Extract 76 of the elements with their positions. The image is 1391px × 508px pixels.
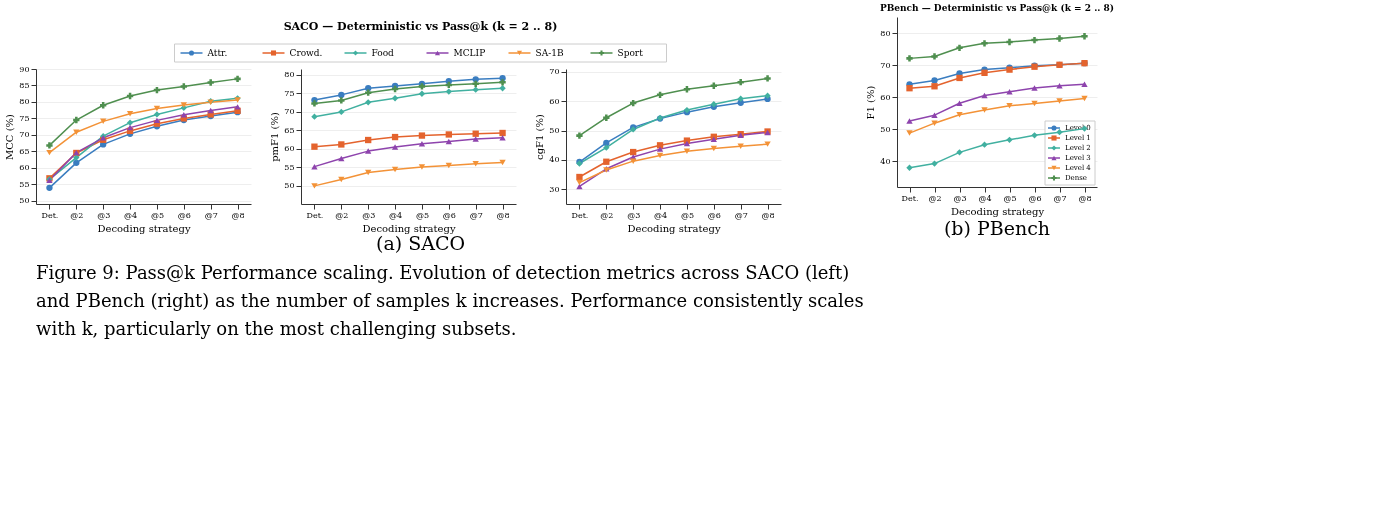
x-tick-label: @3 [362, 210, 376, 220]
y-axis-title: cgF1 (%) [534, 114, 546, 160]
y-tick-label: 80 [880, 28, 891, 38]
y-tick-label: 80 [19, 97, 30, 107]
legend-label: MCLIP [453, 48, 486, 58]
x-tick-label: @5 [415, 210, 429, 220]
x-tick-label: @7 [204, 210, 218, 220]
x-tick-label: @8 [231, 210, 245, 220]
x-tick-label: @2 [928, 193, 942, 203]
text: (b) PBench [943, 217, 1051, 239]
x-tick-label: @6 [177, 210, 191, 220]
y-axis-title: pmF1 (%) [269, 112, 281, 162]
x-tick-label: Det. [41, 210, 59, 220]
y-tick-label: 90 [19, 64, 30, 74]
y-tick-label: 75 [284, 88, 295, 98]
x-tick-label: @3 [953, 193, 967, 203]
legend-label: Sport [617, 48, 644, 58]
x-tick-label: @5 [1003, 193, 1017, 203]
x-tick-label: Det. [571, 210, 589, 220]
y-tick-label: 40 [549, 155, 560, 165]
x-tick-label: @7 [1053, 193, 1067, 203]
y-tick-label: 65 [19, 146, 30, 156]
y-tick-label: 65 [284, 125, 295, 135]
x-tick-label: @4 [978, 193, 992, 203]
caption: Figure 9: Pass@k Performance scaling. Evolution of detection metrics across SACO (left) and PBench (right) as the number of samples k increases. Performance consistently scales with k, particularly on the most challenging subsets. [36, 262, 864, 339]
legend-label: Attr. [206, 48, 228, 58]
x-axis-title: Decoding strategy [362, 222, 456, 234]
y-tick-label: 50 [880, 124, 891, 134]
x-tick-label: @7 [469, 210, 483, 220]
x-tick-label: Det. [306, 210, 324, 220]
x-tick-label: @6 [442, 210, 456, 220]
y-tick-label: 50 [19, 196, 30, 206]
x-tick-label: @2 [70, 210, 84, 220]
y-tick-label: 60 [284, 144, 295, 154]
x-tick-label: @4 [124, 210, 138, 220]
x-tick-label: @6 [1028, 193, 1042, 203]
x-tick-label: @2 [335, 210, 349, 220]
y-tick-label: 60 [19, 163, 30, 173]
y-tick-label: 80 [284, 70, 295, 80]
chart-title: SACO — Deterministic vs Pass@k (k = 2 .. 8) [283, 20, 558, 33]
x-tick-label: @4 [389, 210, 403, 220]
x-tick-label: @3 [97, 210, 111, 220]
x-tick-label: @8 [1078, 193, 1092, 203]
y-tick-label: 55 [19, 179, 30, 189]
x-tick-label: @8 [496, 210, 510, 220]
x-axis-title: Decoding strategy [97, 222, 191, 234]
x-tick-label: @3 [627, 210, 641, 220]
x-tick-label: Det. [901, 193, 919, 203]
x-tick-label: @5 [680, 210, 694, 220]
legend-label: Crowd. [289, 48, 323, 58]
x-axis-title: Decoding strategy [627, 222, 721, 234]
y-tick-label: 70 [549, 67, 560, 77]
legend-label: SA-1B [535, 48, 564, 58]
y-tick-label: 70 [19, 130, 30, 140]
x-tick-label: @7 [734, 210, 748, 220]
y-axis-title: MCC (%) [4, 113, 16, 161]
x-tick-label: @6 [707, 210, 721, 220]
x-tick-label: @8 [761, 210, 775, 220]
y-tick-label: 30 [549, 184, 560, 194]
legend-label: Food [371, 48, 395, 58]
x-axis-title: Decoding strategy [950, 205, 1045, 217]
y-tick-label: 50 [284, 181, 295, 191]
y-tick-label: 70 [284, 107, 295, 117]
x-tick-label: @2 [600, 210, 614, 220]
y-tick-label: 55 [284, 162, 295, 172]
y-tick-label: 40 [880, 156, 891, 166]
y-tick-label: 60 [880, 92, 891, 102]
y-axis-title: F1 (%) [865, 85, 877, 120]
y-tick-label: 85 [19, 80, 30, 90]
chart-title: PBench — Deterministic vs Pass@k (k = 2 .. 8) [879, 3, 1115, 13]
y-tick-label: 75 [19, 113, 30, 123]
y-tick-label: 60 [549, 96, 560, 106]
y-tick-label: 50 [549, 126, 560, 136]
x-tick-label: @5 [150, 210, 164, 220]
y-tick-label: 70 [880, 60, 891, 70]
x-tick-label: @4 [654, 210, 668, 220]
